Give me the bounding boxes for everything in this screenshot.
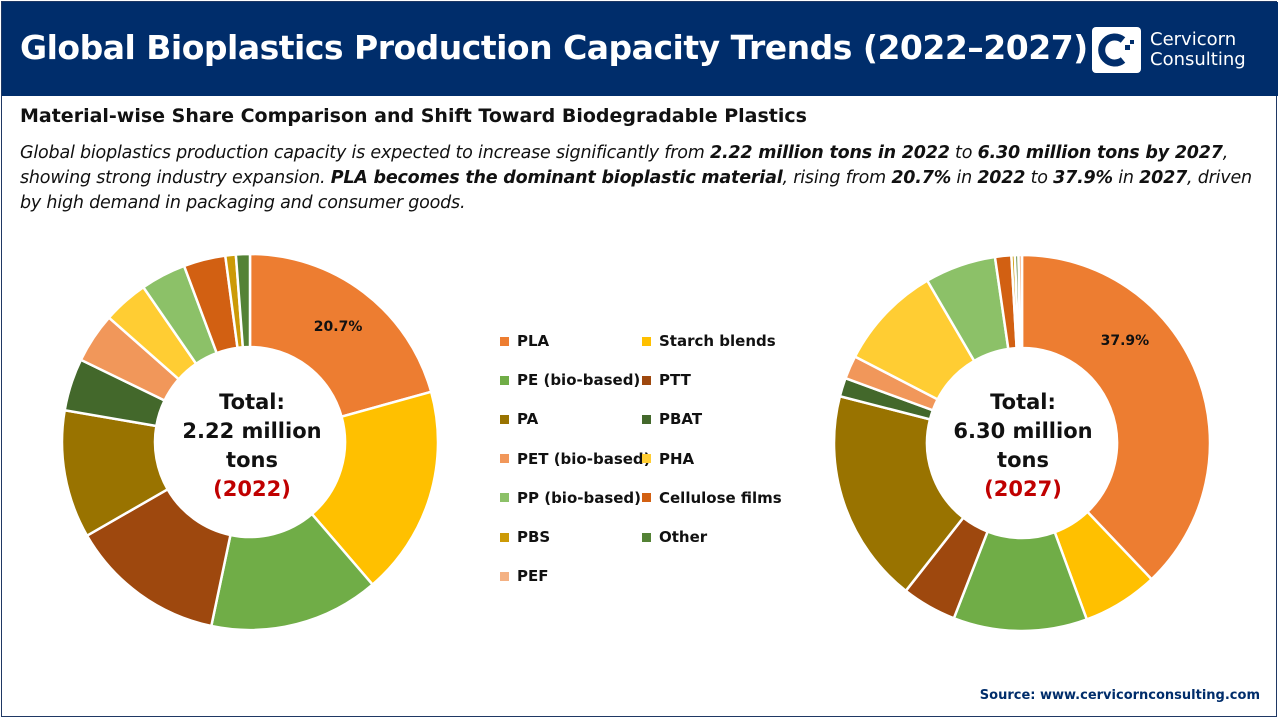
legend-swatch: [642, 532, 651, 542]
description-text: , showing strong industry expansion.: [20, 143, 1229, 188]
description-emphasis: 2.22 million tons in 2022: [709, 143, 950, 163]
donut-slice-pla: [1020, 253, 1212, 582]
legend-label: PA: [517, 410, 539, 429]
brand-name: Cervicorn Consulting: [1150, 30, 1246, 70]
source-note: Source: www.cervicornconsulting.com: [979, 688, 1260, 703]
legend-label: PHA: [659, 449, 695, 468]
description-emphasis: PLA becomes the dominant bioplastic mate…: [330, 168, 783, 188]
description-text: , rising from: [782, 168, 892, 188]
legend-swatch: [642, 454, 651, 464]
center-total-label: Total:: [990, 390, 1056, 414]
legend-label: PET (bio-based): [517, 449, 651, 468]
center-total-label: Total:: [219, 390, 285, 414]
description-text: in: [1112, 168, 1140, 188]
legend-item: PHA: [642, 450, 694, 468]
legend-label: PE (bio-based): [517, 371, 641, 390]
legend-swatch: [500, 532, 509, 542]
legend-item: Starch blends: [642, 332, 776, 350]
donut-slice-pa: [832, 394, 966, 593]
legend-item: PP (bio-based): [500, 489, 641, 507]
legend-swatch: [500, 414, 509, 424]
description-emphasis: 37.9%: [1053, 168, 1113, 188]
donut-slice-pef: [1017, 253, 1024, 350]
legend-swatch: [500, 493, 509, 503]
brand-logo: Cervicorn Consulting: [1092, 27, 1246, 73]
center-total-unit: tons: [997, 448, 1049, 472]
legend-label: PP (bio-based): [517, 488, 642, 507]
legend-swatch: [500, 571, 509, 581]
legend-swatch: [500, 336, 509, 346]
legend-label: Cellulose films: [659, 488, 782, 507]
legend-label: PBAT: [659, 410, 703, 429]
legend-item: PA: [500, 410, 538, 428]
center-total-value: 6.30 million: [953, 419, 1093, 443]
data-label: 37.9%: [1101, 333, 1150, 349]
description-emphasis: 20.7%: [891, 168, 952, 188]
description-text: to: [949, 143, 978, 163]
center-label-2027: Total: 6.30 million tons (2027): [923, 388, 1123, 504]
legend-item: PTT: [642, 371, 691, 389]
legend-item: Cellulose films: [642, 489, 782, 507]
description-emphasis: 6.30 million tons by 2027: [977, 143, 1223, 163]
donut-slice-other: [234, 252, 252, 349]
brand-line-1: Cervicorn: [1150, 29, 1237, 50]
legend-swatch: [500, 454, 509, 464]
data-label: 20.7%: [314, 319, 363, 335]
logo-mark-icon: [1092, 27, 1141, 73]
legend-label: PTT: [659, 371, 691, 390]
legend-swatch: [642, 493, 651, 503]
description-emphasis: 2027: [1139, 168, 1188, 188]
donut-slice-pe-bio-based: [209, 512, 375, 632]
header-banner: Global Bioplastics Production Capacity T…: [2, 2, 1278, 96]
legend-label: PLA: [517, 332, 550, 350]
donut-slice-pla: [248, 252, 433, 419]
page-title: Global Bioplastics Production Capacity T…: [20, 28, 1088, 67]
center-total-value: 2.22 million: [182, 419, 322, 443]
legend-item: PBAT: [642, 410, 702, 428]
legend-item: Other: [642, 528, 707, 546]
description: Global bioplastics production capacity i…: [20, 141, 1275, 216]
brand-line-2: Consulting: [1150, 49, 1246, 70]
legend-item: PLA: [500, 332, 549, 350]
center-label-2022: Total: 2.22 million tons (2022): [152, 388, 352, 504]
center-year: (2027): [984, 477, 1062, 501]
description-text: in: [951, 168, 978, 188]
description-emphasis: 2022: [977, 168, 1026, 188]
legend-swatch: [642, 336, 651, 346]
center-year: (2022): [213, 477, 291, 501]
chart-subtitle: Material-wise Share Comparison and Shift…: [20, 105, 807, 127]
description-text: to: [1025, 168, 1054, 188]
center-total-unit: tons: [226, 448, 278, 472]
description-text: , driven by high demand in packaging and…: [20, 168, 1252, 213]
legend-label: PEF: [517, 567, 549, 586]
legend-item: PEF: [500, 567, 549, 585]
donut-slice-starch-blends: [310, 390, 440, 587]
legend-swatch: [500, 375, 509, 385]
legend-label: PBS: [517, 528, 551, 546]
legend-item: PET (bio-based): [500, 450, 651, 468]
legend-swatch: [642, 375, 651, 385]
description-text: Global bioplastics production capacity i…: [20, 143, 710, 163]
legend-label: Starch blends: [659, 332, 776, 350]
legend-item: PE (bio-based): [500, 371, 640, 389]
legend-label: Other: [659, 528, 708, 546]
legend-swatch: [642, 414, 651, 424]
legend-item: PBS: [500, 528, 550, 546]
